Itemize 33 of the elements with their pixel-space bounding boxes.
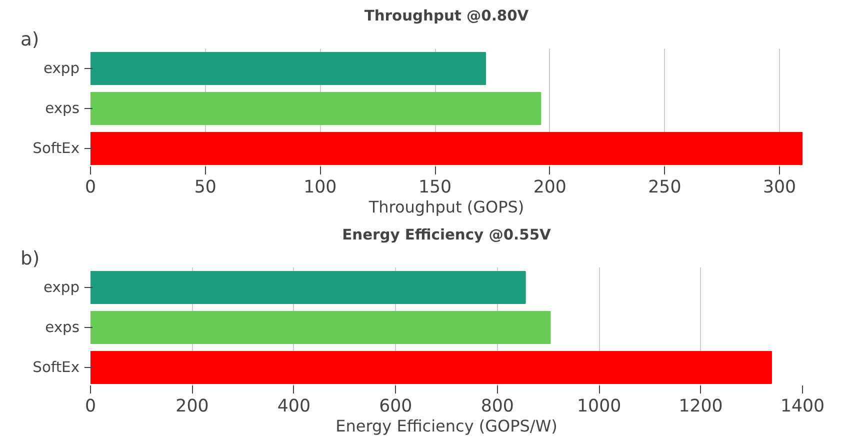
chart-title: Energy Efficiency @0.55V xyxy=(342,226,552,244)
x-tick-label: 1200 xyxy=(678,396,723,416)
bar xyxy=(90,92,542,125)
y-tick-label: expp xyxy=(43,279,80,296)
x-tick-label: 1000 xyxy=(577,396,622,416)
text: a) xyxy=(20,30,40,50)
x-tick-label: 150 xyxy=(418,178,452,198)
x-tick-label: 50 xyxy=(194,178,216,198)
x-tick-label: 300 xyxy=(762,178,796,198)
x-tick-label: 200 xyxy=(176,396,209,416)
x-tick-label: 250 xyxy=(648,178,682,198)
x-tick-label: 200 xyxy=(533,178,566,198)
x-tick-label: 400 xyxy=(277,396,310,416)
x-tick-label: 800 xyxy=(480,396,514,416)
y-tick-label: exps xyxy=(45,319,80,336)
x-tick-label: 600 xyxy=(379,396,412,416)
x-axis-title: Throughput (GOPS) xyxy=(368,198,524,216)
x-tick-label: 0 xyxy=(84,396,96,416)
y-tick-label: exps xyxy=(45,100,80,117)
bar xyxy=(90,132,802,165)
y-tick-label: SoftEx xyxy=(32,140,80,157)
chart-title: Throughput @0.80V xyxy=(364,8,530,24)
bar xyxy=(90,271,526,304)
bar xyxy=(90,351,772,384)
x-tick-label: 100 xyxy=(304,178,337,198)
bar xyxy=(90,52,486,85)
x-tick-label: 1400 xyxy=(780,396,825,416)
x-tick-label: 0 xyxy=(84,178,96,198)
bar xyxy=(90,311,551,344)
text: b) xyxy=(20,248,40,270)
y-tick-label: SoftEx xyxy=(32,359,80,376)
x-axis-title: Energy Efficiency (GOPS/W) xyxy=(336,416,558,436)
y-tick-label: expp xyxy=(43,60,80,77)
